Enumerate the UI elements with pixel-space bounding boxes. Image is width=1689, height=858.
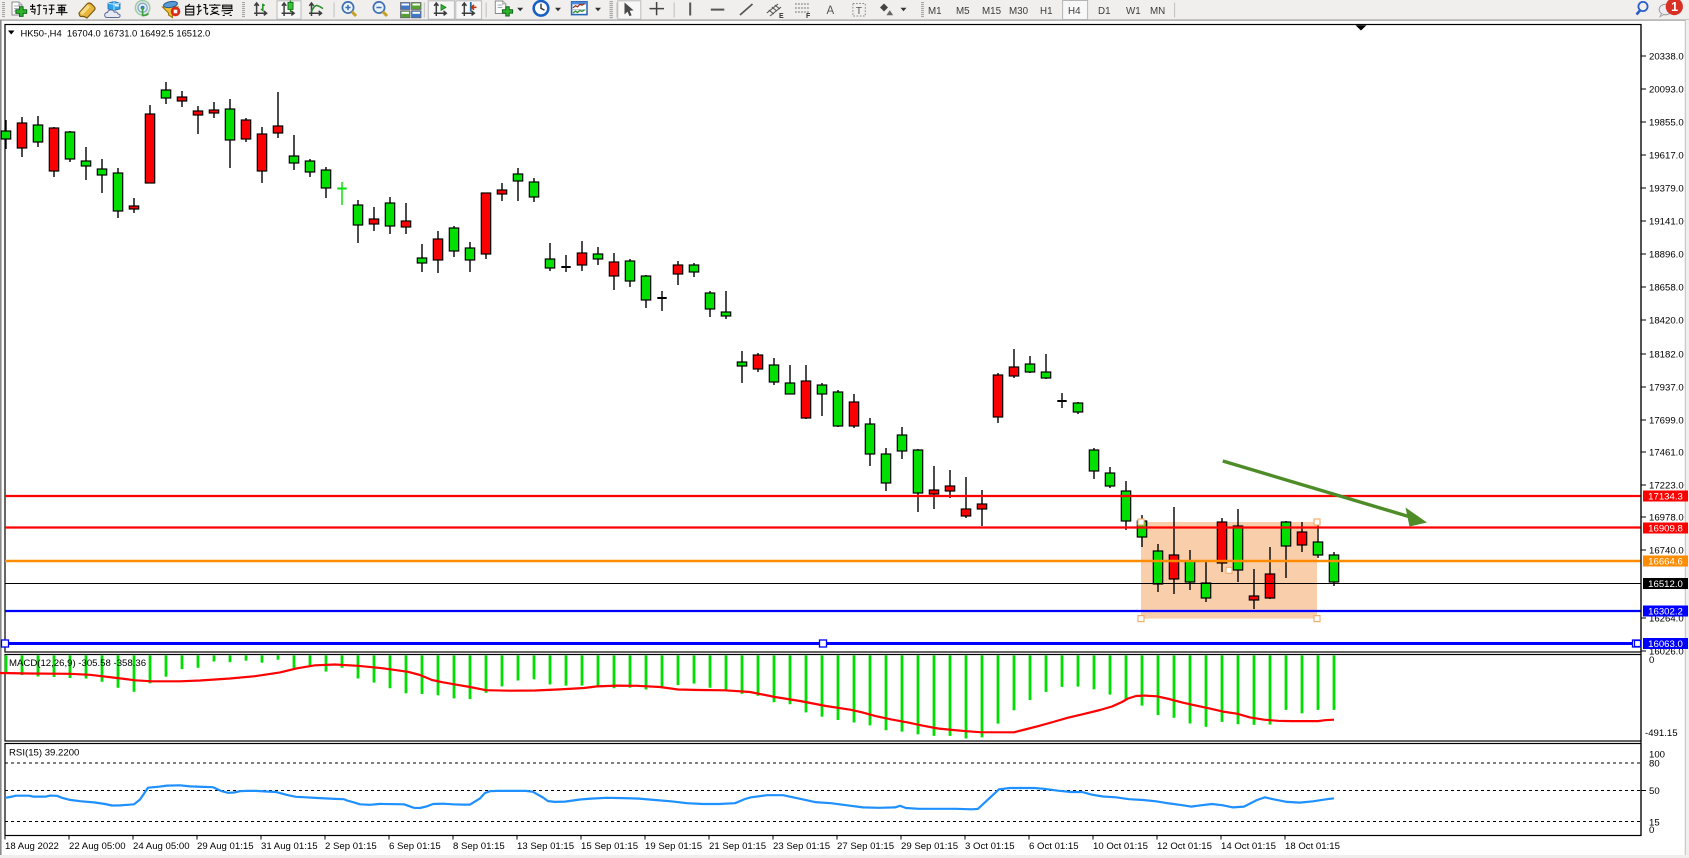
svg-text:17223.0: 17223.0	[1649, 481, 1684, 492]
svg-text:24 Aug 05:00: 24 Aug 05:00	[133, 841, 190, 852]
svg-text:29 Aug 01:15: 29 Aug 01:15	[197, 841, 254, 852]
svg-text:80: 80	[1649, 759, 1660, 770]
svg-text:16063.0: 16063.0	[1648, 639, 1683, 650]
svg-text:16512.0: 16512.0	[1648, 579, 1683, 590]
svg-text:22 Aug 05:00: 22 Aug 05:00	[69, 841, 126, 852]
svg-text:20338.0: 20338.0	[1649, 52, 1684, 63]
svg-text:F: F	[806, 13, 811, 20]
svg-text:16909.8: 16909.8	[1648, 524, 1683, 535]
svg-text:18182.0: 18182.0	[1649, 350, 1684, 361]
svg-text:0: 0	[1649, 655, 1654, 666]
svg-text:16302.2: 16302.2	[1648, 607, 1683, 618]
svg-text:19379.0: 19379.0	[1649, 184, 1684, 195]
svg-text:29 Sep 01:15: 29 Sep 01:15	[901, 841, 958, 852]
svg-text:50: 50	[1649, 786, 1660, 797]
svg-text:16026.0: 16026.0	[1649, 647, 1684, 658]
svg-text:1: 1	[1671, 0, 1678, 14]
svg-text:0: 0	[1649, 825, 1654, 836]
svg-text:M15: M15	[982, 6, 1002, 17]
svg-text:H1: H1	[1040, 6, 1053, 17]
svg-text:19 Sep 01:15: 19 Sep 01:15	[645, 841, 702, 852]
svg-text:19617.0: 19617.0	[1649, 151, 1684, 162]
svg-text:18658.0: 18658.0	[1649, 283, 1684, 294]
svg-text:MN: MN	[1150, 6, 1165, 17]
svg-text:17699.0: 17699.0	[1649, 416, 1684, 427]
svg-text:31 Aug 01:15: 31 Aug 01:15	[261, 841, 318, 852]
svg-text:D1: D1	[1098, 6, 1111, 17]
svg-text:20093.0: 20093.0	[1649, 85, 1684, 96]
svg-text:12 Oct 01:15: 12 Oct 01:15	[1157, 841, 1212, 852]
svg-text:13 Sep 01:15: 13 Sep 01:15	[517, 841, 574, 852]
svg-text:6 Oct 01:15: 6 Oct 01:15	[1029, 841, 1079, 852]
svg-text:17937.0: 17937.0	[1649, 383, 1684, 394]
svg-text:6 Sep 01:15: 6 Sep 01:15	[389, 841, 441, 852]
svg-text:16664.6: 16664.6	[1648, 557, 1683, 568]
svg-text:15 Sep 01:15: 15 Sep 01:15	[581, 841, 638, 852]
svg-text:21 Sep 01:15: 21 Sep 01:15	[709, 841, 766, 852]
svg-text:2 Sep 01:15: 2 Sep 01:15	[325, 841, 377, 852]
svg-text:16740.0: 16740.0	[1649, 546, 1684, 557]
svg-text:W1: W1	[1126, 6, 1141, 17]
svg-text:17461.0: 17461.0	[1649, 448, 1684, 459]
svg-text:3 Oct 01:15: 3 Oct 01:15	[965, 841, 1015, 852]
svg-text:16978.0: 16978.0	[1649, 513, 1684, 524]
svg-text:A: A	[827, 5, 835, 17]
svg-text:M30: M30	[1009, 6, 1029, 17]
svg-text:19855.0: 19855.0	[1649, 118, 1684, 129]
svg-text:RSI(15) 39.2200: RSI(15) 39.2200	[9, 748, 79, 759]
svg-text:-491.15: -491.15	[1645, 728, 1678, 739]
svg-text:16264.0: 16264.0	[1649, 614, 1684, 625]
svg-text:H4: H4	[1068, 6, 1081, 17]
svg-text:HK50-,H4 16704.0 16731.0 1649: HK50-,H4 16704.0 16731.0 16492.5 16512.0	[21, 28, 211, 39]
svg-text:M5: M5	[956, 6, 970, 17]
svg-text:100: 100	[1649, 750, 1665, 761]
svg-text:19141.0: 19141.0	[1649, 217, 1684, 228]
svg-text:27 Sep 01:15: 27 Sep 01:15	[837, 841, 894, 852]
svg-text:18896.0: 18896.0	[1649, 250, 1684, 261]
svg-text:10 Oct 01:15: 10 Oct 01:15	[1093, 841, 1148, 852]
svg-text:14 Oct 01:15: 14 Oct 01:15	[1221, 841, 1276, 852]
svg-text:MACD(12,26,9) -305.58 -358.36: MACD(12,26,9) -305.58 -358.36	[9, 658, 146, 669]
svg-text:18 Oct 01:15: 18 Oct 01:15	[1285, 841, 1340, 852]
svg-text:M1: M1	[928, 6, 942, 17]
svg-text:E: E	[779, 13, 784, 20]
svg-text:17134.3: 17134.3	[1648, 492, 1683, 503]
svg-text:23 Sep 01:15: 23 Sep 01:15	[773, 841, 830, 852]
svg-text:T: T	[856, 6, 862, 17]
svg-text:15: 15	[1649, 818, 1660, 829]
svg-text:18 Aug 2022: 18 Aug 2022	[5, 841, 59, 852]
svg-text:8 Sep 01:15: 8 Sep 01:15	[453, 841, 505, 852]
svg-text:18420.0: 18420.0	[1649, 316, 1684, 327]
